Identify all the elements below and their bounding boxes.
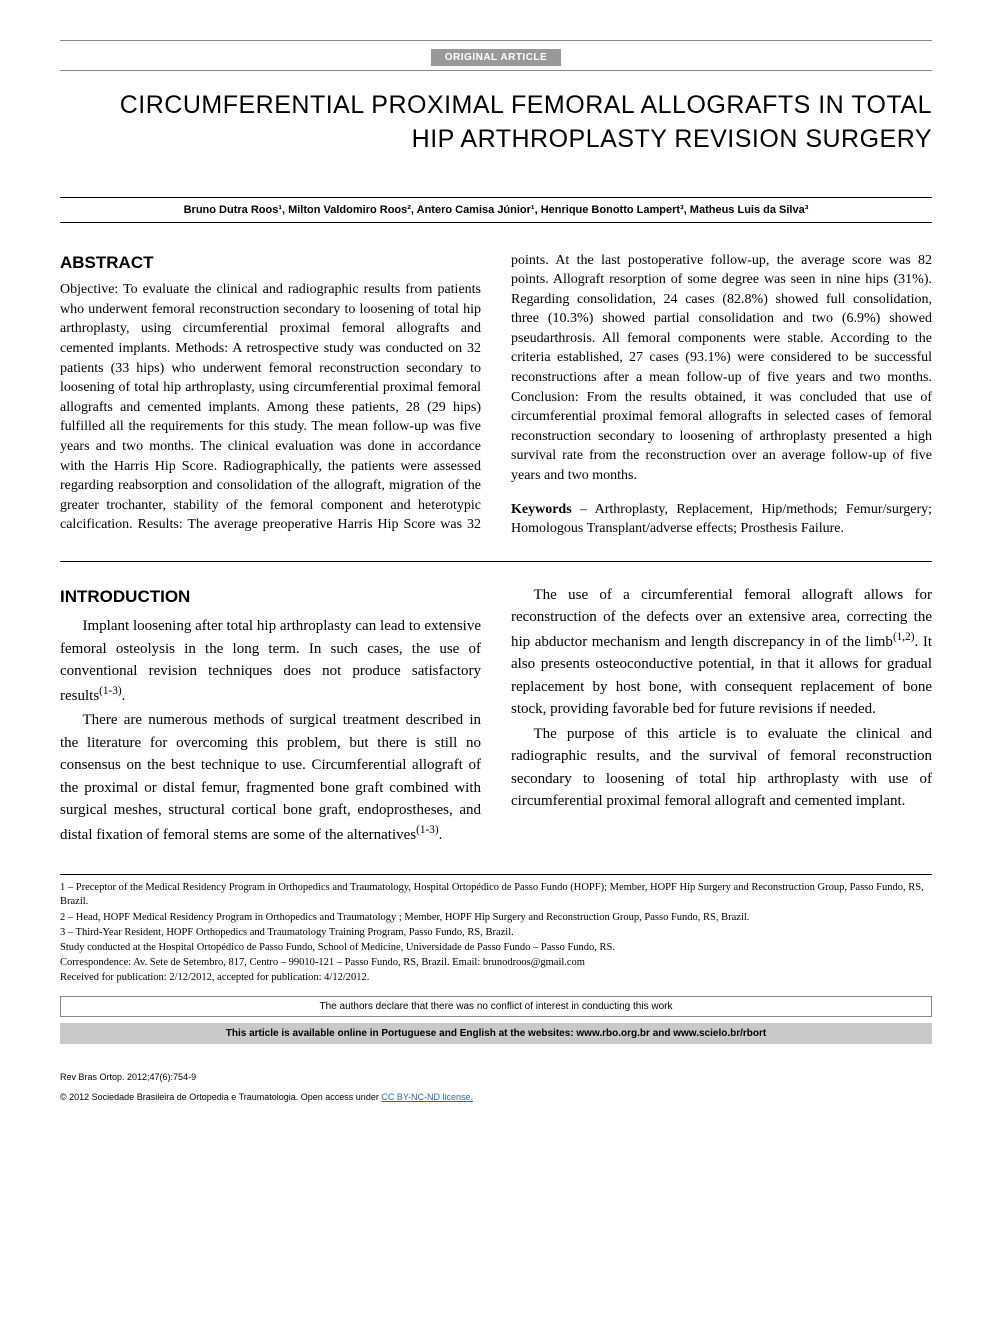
copyright-line: © 2012 Sociedade Brasileira de Ortopedia… <box>60 1092 932 1102</box>
study-note: Study conducted at the Hospital Ortopédi… <box>60 941 932 955</box>
intro-paragraph-1: Implant loosening after total hip arthro… <box>60 615 481 707</box>
intro-paragraph-2: There are numerous methods of surgical t… <box>60 709 481 846</box>
footnotes-block: 1 – Preceptor of the Medical Residency P… <box>60 881 932 985</box>
intro-p1-cite: (1-3) <box>99 685 122 697</box>
journal-citation: Rev Bras Ortop. 2012;47(6):754-9 <box>60 1072 932 1082</box>
intro-p3-cite: (1,2) <box>893 631 915 643</box>
conflict-disclaimer: The authors declare that there was no co… <box>60 996 932 1017</box>
article-title: CIRCUMFERENTIAL PROXIMAL FEMORAL ALLOGRA… <box>60 89 932 157</box>
license-link[interactable]: CC BY-NC-ND license. <box>381 1092 473 1102</box>
top-rule <box>60 40 932 41</box>
copyright-text: © 2012 Sociedade Brasileira de Ortopedia… <box>60 1092 381 1102</box>
footnote-rule <box>60 874 932 875</box>
intro-p1-text: Implant loosening after total hip arthro… <box>60 618 481 704</box>
availability-note: This article is available online in Port… <box>60 1023 932 1044</box>
introduction-section: INTRODUCTION Implant loosening after tot… <box>60 584 932 847</box>
intro-p2-cite: (1-3) <box>416 824 439 836</box>
received-note: Received for publication: 2/12/2012, acc… <box>60 971 932 985</box>
authors-rule-bottom <box>60 222 932 223</box>
article-tag: ORIGINAL ARTICLE <box>431 49 561 66</box>
keywords-label: Keywords <box>511 502 572 517</box>
keywords-text: – Arthroplasty, Replacement, Hip/methods… <box>511 502 932 537</box>
affiliation-2: 2 – Head, HOPF Medical Residency Program… <box>60 911 932 925</box>
article-tag-row: ORIGINAL ARTICLE <box>60 47 932 66</box>
abstract-heading: ABSTRACT <box>60 251 481 275</box>
abstract-body-right: last postoperative follow-up, the averag… <box>511 253 932 484</box>
title-line-1: CIRCUMFERENTIAL PROXIMAL FEMORAL ALLOGRA… <box>120 91 932 119</box>
introduction-heading: INTRODUCTION <box>60 584 481 610</box>
abstract-section: ABSTRACT Objective: To evaluate the clin… <box>60 251 932 539</box>
keywords-row: Keywords – Arthroplasty, Replacement, Hi… <box>511 500 932 539</box>
intro-paragraph-3: The use of a circumferential femoral all… <box>511 584 932 721</box>
abstract-bottom-rule <box>60 561 932 562</box>
intro-paragraph-4: The purpose of this article is to evalua… <box>511 723 932 813</box>
under-tag-rule <box>60 70 932 71</box>
intro-p3a-text: The use of a circumferential femoral all… <box>511 587 932 650</box>
authors-rule-top <box>60 197 932 198</box>
affiliation-1: 1 – Preceptor of the Medical Residency P… <box>60 881 932 909</box>
authors-list: Bruno Dutra Roos¹, Milton Valdomiro Roos… <box>60 204 932 216</box>
correspondence: Correspondence: Av. Sete de Setembro, 81… <box>60 956 932 970</box>
title-line-2: HIP ARTHROPLASTY REVISION SURGERY <box>412 125 932 153</box>
affiliation-3: 3 – Third-Year Resident, HOPF Orthopedic… <box>60 926 932 940</box>
